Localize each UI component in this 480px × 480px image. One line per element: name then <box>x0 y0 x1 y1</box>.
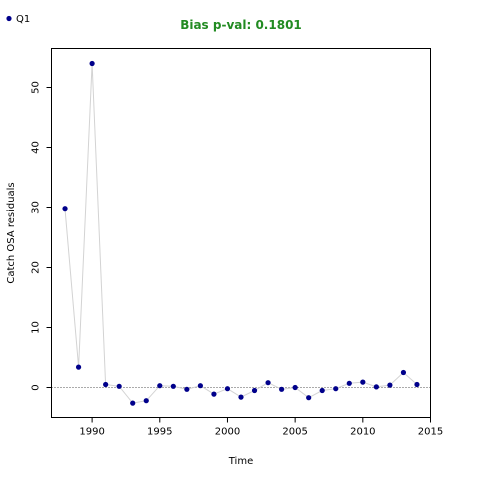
y-axis-label: Catch OSA residuals <box>6 182 17 283</box>
y-tick-label-20: 20 <box>31 261 42 274</box>
data-point-1997 <box>184 386 190 392</box>
data-point-2004 <box>279 386 285 392</box>
chart-title: Bias p-val: 0.1801 <box>180 18 302 32</box>
x-tick-label-1995: 1995 <box>147 427 172 438</box>
data-point-2002 <box>251 387 258 394</box>
x-tick-label-1990: 1990 <box>79 427 104 438</box>
data-point-2007 <box>319 387 325 394</box>
data-point-2013 <box>400 369 407 376</box>
x-tick-label-2010: 2010 <box>350 427 375 438</box>
data-point-1992 <box>116 383 122 389</box>
data-point-2000 <box>224 386 231 392</box>
y-tick-label-0: 0 <box>31 384 42 390</box>
data-point-1993 <box>130 400 136 406</box>
y-tick-label-50: 50 <box>31 81 42 94</box>
legend-label-q1: Q1 <box>16 14 30 25</box>
data-point-1991 <box>103 381 109 388</box>
x-tick-label-2015: 2015 <box>418 427 443 438</box>
data-point-2014 <box>414 381 420 388</box>
x-tick-label-2005: 2005 <box>282 427 307 438</box>
y-tick-label-30: 30 <box>31 201 42 214</box>
data-point-2003 <box>265 380 271 386</box>
data-point-1995 <box>157 383 163 389</box>
data-point-1988 <box>62 206 68 212</box>
x-axis-label: Time <box>228 456 253 467</box>
legend-marker-q1 <box>6 15 12 22</box>
data-point-2012 <box>387 382 393 388</box>
data-point-2010 <box>360 379 366 385</box>
plot-frame <box>51 48 431 418</box>
y-tick-label-40: 40 <box>31 141 42 154</box>
data-point-2009 <box>346 380 352 386</box>
data-point-1989 <box>75 364 82 370</box>
y-tick-label-10: 10 <box>31 321 42 334</box>
data-point-1994 <box>143 398 149 404</box>
data-point-2011 <box>373 384 379 390</box>
data-point-2001 <box>238 394 244 400</box>
data-point-2006 <box>306 395 312 401</box>
data-point-1999 <box>211 391 217 397</box>
legend: Q1 <box>6 14 30 25</box>
data-point-2008 <box>333 386 339 392</box>
data-point-2005 <box>292 384 298 391</box>
data-point-1998 <box>197 383 203 389</box>
x-tick-label-2000: 2000 <box>215 427 240 438</box>
data-point-1990 <box>89 60 95 67</box>
data-point-1996 <box>170 383 176 389</box>
